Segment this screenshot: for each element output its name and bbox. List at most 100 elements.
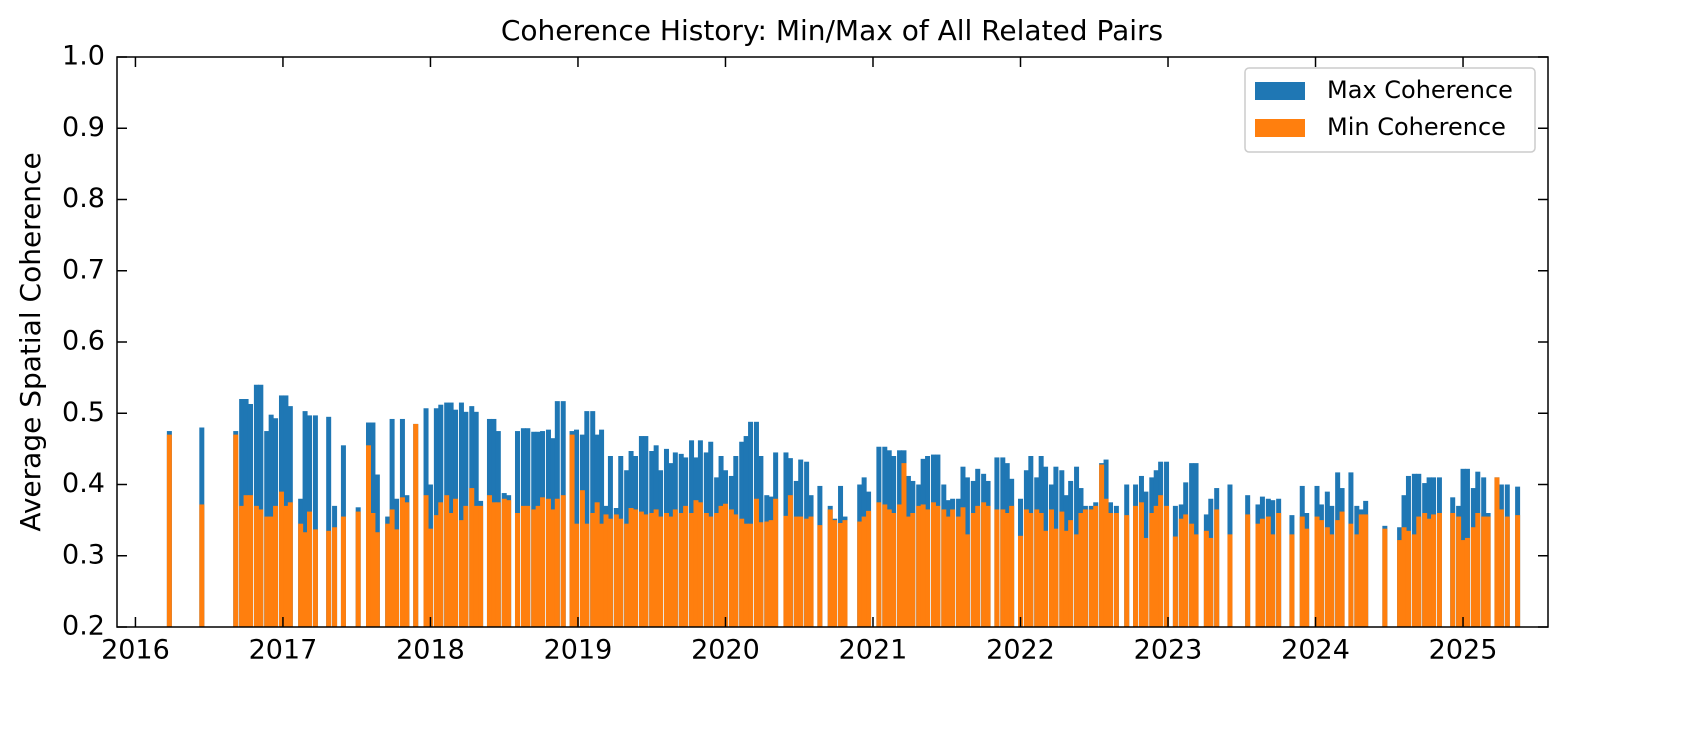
bar xyxy=(307,511,313,627)
bar xyxy=(1107,513,1113,627)
bar xyxy=(473,505,479,627)
bar xyxy=(985,505,991,627)
bar xyxy=(649,513,655,627)
bar xyxy=(1498,509,1504,627)
bar xyxy=(569,434,575,627)
bar xyxy=(540,497,546,627)
bar xyxy=(239,505,245,627)
bar xyxy=(1411,534,1417,627)
bar xyxy=(1259,518,1265,627)
bar xyxy=(1339,511,1345,627)
bar xyxy=(1074,534,1080,627)
bar xyxy=(663,513,669,627)
bar xyxy=(1382,528,1388,627)
bar xyxy=(1354,534,1360,627)
bar xyxy=(584,411,590,627)
bar xyxy=(935,505,941,627)
bar xyxy=(1504,516,1510,627)
bar xyxy=(1193,534,1199,627)
bar xyxy=(1149,513,1155,627)
bar xyxy=(653,509,659,627)
bar xyxy=(554,498,560,627)
bar xyxy=(697,502,703,627)
bar xyxy=(733,514,739,627)
bar xyxy=(1426,518,1432,627)
bar xyxy=(399,497,405,627)
bar xyxy=(1475,513,1481,627)
bar xyxy=(1124,515,1130,627)
bar xyxy=(478,505,484,627)
bar xyxy=(1009,505,1015,627)
bar xyxy=(298,523,304,627)
bar xyxy=(1416,516,1422,627)
bar xyxy=(1000,509,1006,627)
bar xyxy=(1063,530,1069,627)
bar xyxy=(1099,464,1105,627)
bar xyxy=(258,384,264,627)
bar xyxy=(618,518,624,627)
bar xyxy=(423,495,429,627)
bar xyxy=(355,511,361,627)
bar xyxy=(753,498,759,627)
y-tick-label: 0.3 xyxy=(62,539,105,570)
bar xyxy=(264,516,270,627)
bar xyxy=(458,402,464,627)
bar xyxy=(970,513,976,627)
x-tick-label: 2017 xyxy=(249,635,318,666)
bar xyxy=(861,516,867,627)
bar xyxy=(1018,535,1024,627)
bar xyxy=(728,509,734,627)
bar xyxy=(1208,537,1214,627)
bar xyxy=(332,527,338,627)
bar xyxy=(678,513,684,627)
bar xyxy=(1431,514,1437,627)
bar xyxy=(545,498,551,627)
bar xyxy=(1335,520,1341,627)
bar xyxy=(783,515,789,627)
bar xyxy=(312,529,318,627)
x-tick-label: 2020 xyxy=(691,635,760,666)
x-tick-label: 2025 xyxy=(1429,635,1498,666)
bar xyxy=(1422,513,1428,627)
bar xyxy=(793,516,799,627)
bar xyxy=(672,509,678,627)
bar xyxy=(1436,513,1442,627)
bar xyxy=(312,415,318,627)
bar xyxy=(1464,537,1470,627)
bar xyxy=(956,516,962,627)
bar xyxy=(1158,495,1164,627)
bar xyxy=(525,505,531,627)
bar xyxy=(1164,505,1170,627)
bar xyxy=(560,495,566,627)
bar xyxy=(658,516,664,627)
legend-label: Min Coherence xyxy=(1327,113,1506,141)
bar xyxy=(832,520,838,627)
x-tick-label: 2023 xyxy=(1134,635,1203,666)
bar xyxy=(960,507,966,627)
bar xyxy=(326,530,332,627)
bar xyxy=(1172,536,1178,627)
bar xyxy=(486,495,492,627)
bar xyxy=(1265,516,1271,627)
x-tick-label: 2016 xyxy=(101,635,170,666)
bar xyxy=(1068,520,1074,627)
bar xyxy=(1078,513,1084,627)
bar xyxy=(1450,513,1456,627)
x-tick-label: 2019 xyxy=(544,635,613,666)
bar xyxy=(1023,509,1029,627)
bar xyxy=(1460,540,1466,627)
bar xyxy=(448,513,454,627)
bar xyxy=(302,411,308,627)
bar xyxy=(1318,520,1324,627)
bar xyxy=(1059,511,1065,627)
bar xyxy=(668,516,674,627)
bar xyxy=(374,532,380,627)
bar xyxy=(1034,509,1040,627)
bar xyxy=(981,502,987,627)
bar xyxy=(444,495,450,627)
bar xyxy=(1329,534,1335,627)
bar xyxy=(1515,515,1521,627)
bar xyxy=(584,523,590,627)
bar xyxy=(469,488,475,627)
